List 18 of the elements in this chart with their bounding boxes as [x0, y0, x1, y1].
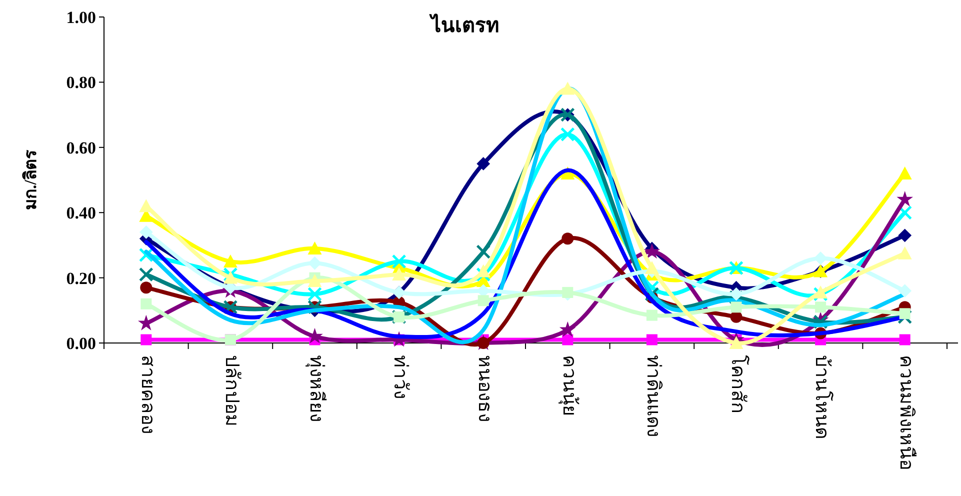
y-tick-label: 0.80 [66, 73, 96, 92]
chart-title: ไนเตรท [429, 13, 499, 37]
x-tick-label: ควนมพิงเหนือ [895, 355, 916, 470]
x-tick-label: ท่าดินแดง [642, 355, 664, 437]
x-tick-label: ท่าวัง [390, 355, 411, 399]
y-tick-label: 0.60 [66, 138, 96, 158]
x-tick-label: สายคลอง [136, 355, 158, 434]
x-tick-label: ทุ่งหลียง [304, 355, 328, 422]
x-tick-label: โคกสัก [726, 355, 750, 414]
x-tick-label: บ้านโหนด [811, 355, 834, 439]
y-tick-label: 0.00 [66, 334, 96, 353]
y-tick-label: 1.00 [66, 8, 96, 27]
y-axis-title: มก./ลิตร [21, 149, 40, 210]
x-tick-label: หนองธง [474, 355, 495, 422]
x-tick-label: ปลักปอม [221, 355, 242, 427]
y-tick-label: 0.20 [66, 268, 96, 288]
y-tick-label: 0.40 [66, 204, 96, 223]
x-tick-label: ควนนุ้ย [557, 355, 580, 416]
